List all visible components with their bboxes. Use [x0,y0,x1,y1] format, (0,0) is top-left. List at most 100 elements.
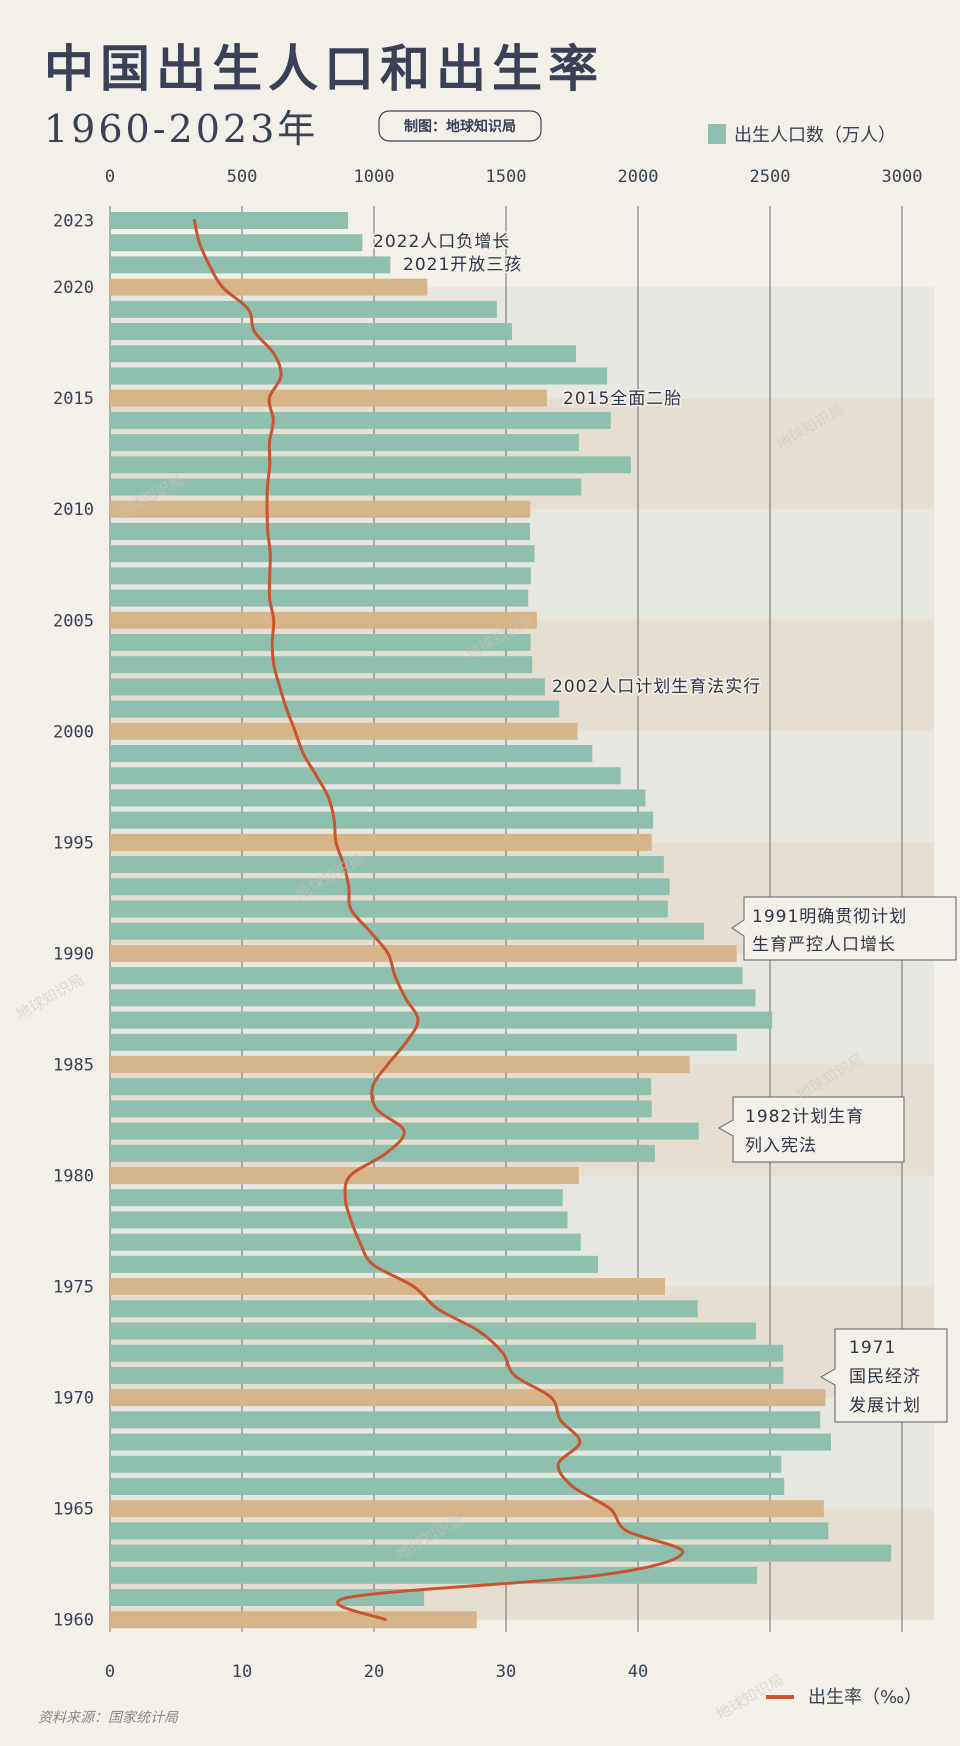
bar-1999 [110,745,593,763]
chart-subtitle: 1960-2023年 [44,107,318,151]
bottom-axis-labels: 0 10 20 30 40 [105,1662,648,1682]
bar-1983 [110,1100,652,1118]
annotation-1971-line2: 国民经济 [849,1367,921,1387]
top-tick-label: 2500 [750,167,791,187]
bar-1995 [110,833,652,851]
legend-rate-label: 出生率（‰） [808,1687,922,1708]
legend-births-swatch [708,124,726,144]
year-label: 1990 [53,944,94,964]
bar-1961 [110,1589,425,1607]
year-label: 2020 [53,278,94,298]
bar-2000 [110,722,578,740]
bar-1980 [110,1167,579,1185]
annotation-1971-box: 1971 国民经济 发展计划 [819,1328,948,1423]
bottom-tick-label: 10 [232,1662,252,1682]
bar-2021 [110,256,391,274]
bar-1996 [110,811,654,829]
bar-1978 [110,1211,568,1229]
annotation-1982-line2: 列入宪法 [745,1136,817,1156]
bar-1965 [110,1500,824,1518]
annotation-1982-box: 1982计划生育 列入宪法 [717,1096,905,1163]
year-label: 1970 [53,1389,94,1409]
bottom-tick-label: 0 [105,1662,115,1682]
bar-2023 [110,212,349,229]
legend-births-label: 出生人口数（万人） [734,125,896,146]
year-label: 1980 [53,1167,94,1187]
bar-1974 [110,1300,698,1318]
births-bars [110,212,892,1629]
top-axis-labels: 0 500 1000 1500 2000 2500 3000 [105,167,923,187]
bar-1977 [110,1233,581,1251]
year-label: 1975 [53,1278,94,1298]
bar-1985 [110,1055,690,1073]
bar-1970 [110,1389,826,1407]
bar-1998 [110,767,621,785]
bar-2022 [110,234,363,252]
year-label: 1985 [53,1055,94,1075]
top-tick-label: 0 [105,167,115,187]
chart-title: 中国出生人口和出生率 [44,40,604,98]
bar-2014 [110,411,611,429]
annotation-2015: 2015全面二胎 [563,389,682,409]
year-labels: 2023 2020 2015 2010 2005 2000 1995 1990 1985 1980… [53,212,94,1631]
top-tick-label: 500 [227,167,258,187]
top-tick-label: 1000 [354,167,395,187]
bar-2017 [110,345,576,363]
year-label: 2010 [53,500,94,520]
year-label: 1965 [53,1500,94,1520]
bar-2001 [110,700,560,718]
credit-text: 制图：地球知识局 [404,118,516,135]
bar-1993 [110,878,670,896]
top-tick-label: 3000 [882,167,923,187]
bar-2002 [110,678,545,696]
bar-1960 [110,1611,477,1629]
bar-1997 [110,789,646,807]
bar-2004 [110,633,531,651]
year-label: 2005 [53,611,94,631]
bar-1989 [110,967,743,985]
annotation-1982-line1: 1982计划生育 [745,1107,864,1127]
bar-2011 [110,478,582,496]
birth-rate-path [192,219,684,1622]
year-label: 2023 [53,212,94,232]
bottom-tick-label: 40 [628,1662,648,1682]
bar-1981 [110,1144,655,1162]
bar-1990 [110,944,737,962]
bar-1975 [110,1278,665,1296]
credit-badge [378,110,542,142]
bar-2013 [110,434,579,452]
annotation-1991-line1: 1991明确贯彻计划 [752,907,907,927]
bar-1984 [110,1078,652,1096]
bar-1969 [110,1411,821,1429]
annotation-1991-line2: 生育严控人口增长 [752,935,896,955]
annotation-2021: 2021开放三孩 [403,255,522,275]
bar-2019 [110,300,497,318]
annotation-2022: 2022人口负增长 [373,232,510,252]
bar-2008 [110,545,535,563]
bar-2018 [110,323,513,341]
bar-2012 [110,456,631,474]
annotation-1991-box: 1991明确贯彻计划 生育严控人口增长 [731,896,957,961]
bar-2006 [110,589,529,607]
bottom-tick-label: 30 [496,1662,516,1682]
source-note: 资料来源：国家统计局 [38,1710,179,1726]
annotation-2002: 2002人口计划生育法实行 [552,677,761,697]
bar-1966 [110,1477,785,1495]
top-tick-label: 1500 [486,167,527,187]
bar-1962 [110,1566,758,1584]
bar-2005 [110,611,537,629]
bar-1976 [110,1255,599,1273]
bar-1994 [110,856,664,874]
bar-2003 [110,656,533,674]
bar-2016 [110,367,608,385]
bottom-tick-label: 20 [364,1662,384,1682]
bar-1963 [110,1544,892,1562]
bar-2009 [110,522,531,540]
annotation-1971-line1: 1971 [849,1338,896,1358]
bar-1972 [110,1344,784,1362]
bar-2015 [110,389,547,407]
annotation-1971-line3: 发展计划 [849,1396,921,1416]
year-label: 1995 [53,833,94,853]
bar-1967 [110,1455,782,1473]
